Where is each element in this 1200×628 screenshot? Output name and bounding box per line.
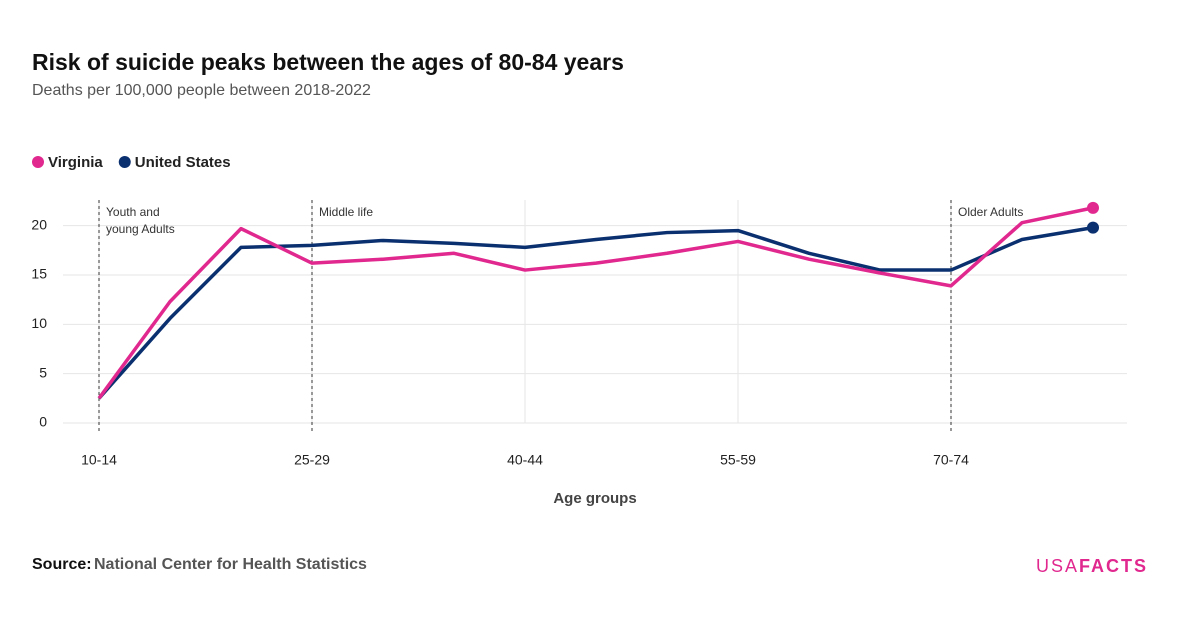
annotation-text: Middle life: [319, 205, 374, 219]
logo-facts: FACTS: [1079, 556, 1148, 576]
logo: USAFACTS: [1036, 556, 1148, 576]
legend-marker: [118, 156, 131, 168]
y-tick-label: 5: [39, 364, 47, 380]
end-point: [1087, 221, 1099, 234]
end-point: [1087, 201, 1099, 214]
y-tick-label: 15: [31, 266, 47, 282]
legend-label: Virginia: [48, 154, 103, 171]
legend-label: United States: [135, 154, 231, 171]
x-tick-label: 70-74: [933, 452, 969, 468]
line: [97, 206, 1094, 400]
logo-usa: USA: [1036, 556, 1079, 576]
source: National Center for Health Statistics: [94, 556, 367, 573]
chart-title: Risk of suicide peaks between the ages o…: [32, 49, 624, 75]
x-tick-label: 10-14: [81, 452, 117, 468]
y-tick-label: 0: [39, 414, 47, 430]
x-tick-label: 55-59: [720, 452, 756, 468]
source-label: Source:: [32, 556, 92, 573]
y-tick-label: 20: [31, 216, 47, 232]
y-tick-label: 10: [31, 315, 47, 331]
x-tick-label: 25-29: [294, 452, 330, 468]
x-tick-label: 40-44: [507, 452, 543, 468]
annotation-text: Youth and young Adults: [106, 205, 175, 236]
chart-subtitle: Deaths per 100,000 people between 2018-2…: [32, 82, 371, 99]
legend-marker: [32, 156, 44, 168]
annotation-text: Older Adults: [958, 205, 1024, 219]
x-axis-label: Age groups: [553, 490, 636, 507]
line: [97, 225, 1094, 400]
